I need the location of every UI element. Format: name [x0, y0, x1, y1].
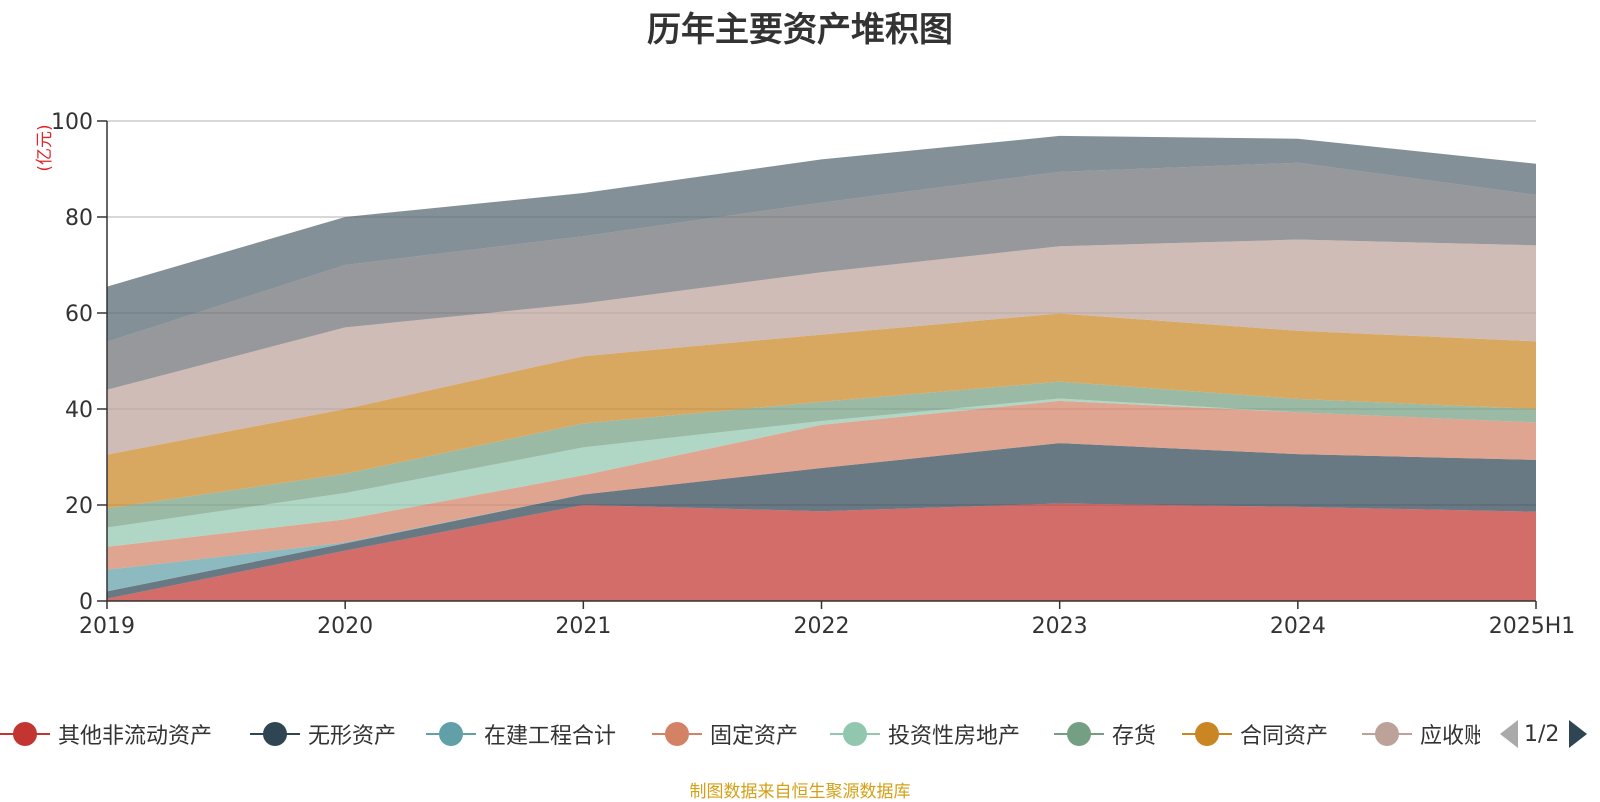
legend-marker-icon: [652, 721, 702, 747]
legend-item[interactable]: 固定资产: [652, 714, 822, 754]
y-tick-label: 60: [65, 302, 93, 327]
y-axis-unit-label: (亿元): [35, 124, 55, 171]
x-tick-label: 2022: [794, 614, 850, 639]
x-tick-label: 2021: [555, 614, 611, 639]
legend-item[interactable]: 在建工程合计: [426, 714, 646, 754]
y-tick-label: 100: [51, 110, 93, 135]
legend-marker-icon: [830, 721, 880, 747]
legend-label: 存货: [1112, 724, 1157, 749]
y-tick-label: 40: [65, 398, 93, 423]
x-tick-label: 2019: [79, 614, 135, 639]
legend-item[interactable]: 其他非流动资产: [0, 714, 240, 754]
area-series-7[interactable]: [107, 313, 1536, 509]
legend-label: 固定资产: [710, 724, 799, 749]
legend-item[interactable]: 存货: [1054, 714, 1174, 754]
legend-next-page-icon[interactable]: [1569, 720, 1588, 748]
legend-item[interactable]: 投资性房地产: [830, 714, 1050, 754]
legend-marker-icon: [1054, 721, 1104, 747]
legend-pager: 1/2: [1500, 714, 1588, 754]
x-tick-label: 2020: [317, 614, 373, 639]
y-tick-label: 80: [65, 206, 93, 231]
area-series-8[interactable]: [107, 239, 1536, 455]
legend-prev-page-icon[interactable]: [1500, 720, 1518, 748]
legend-item[interactable]: 应收账款: [1362, 714, 1480, 754]
area-series-9[interactable]: [107, 162, 1536, 390]
legend-marker-icon: [250, 721, 300, 747]
x-tick-label: 2023: [1032, 614, 1088, 639]
legend-label: 无形资产: [308, 724, 397, 749]
legend-marker-icon: [1182, 721, 1232, 747]
legend-label: 合同资产: [1240, 724, 1329, 749]
data-source-footer: 制图数据来自恒生聚源数据库: [689, 782, 911, 802]
area-series-4[interactable]: [107, 400, 1536, 570]
area-series-6[interactable]: [107, 381, 1536, 528]
area-layer: [107, 135, 1536, 601]
legend-marker-icon: [1362, 721, 1412, 747]
legend-page-indicator: 1/2: [1524, 721, 1560, 747]
stacked-area-chart: 0 20 40 60 80 100 2019 2020 2021 2022 2023 2024 2025…: [35, 110, 1575, 639]
x-tick-label: 2025H1: [1489, 614, 1576, 639]
legend-item[interactable]: 无形资产: [250, 714, 420, 754]
area-series-10[interactable]: [107, 135, 1536, 342]
area-series-1[interactable]: [107, 503, 1536, 601]
x-tick-label: 2024: [1270, 614, 1326, 639]
legend-marker-icon: [0, 721, 50, 747]
legend-label: 应收账款: [1420, 724, 1480, 749]
y-tick-label: 20: [65, 494, 93, 519]
legend-item[interactable]: 合同资产: [1182, 714, 1352, 754]
legend-marker-icon: [426, 721, 476, 747]
legend-label: 其他非流动资产: [58, 724, 213, 749]
y-tick-label: 0: [79, 590, 93, 615]
legend-label: 在建工程合计: [484, 724, 617, 749]
axis-layer: 0 20 40 60 80 100 2019 2020 2021 2022 2023 2024 2025…: [51, 110, 1575, 639]
chart-title: 历年主要资产堆积图: [647, 10, 953, 50]
legend-label: 投资性房地产: [888, 724, 1021, 749]
legend: 其他非流动资产 无形资产 在建工程合计 固定资产 投资性房地产 存货 合同资产 应收账款: [0, 714, 1600, 754]
area-series-2[interactable]: [107, 443, 1536, 599]
